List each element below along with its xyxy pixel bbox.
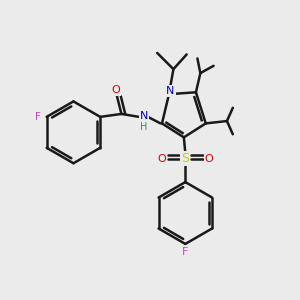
Text: N: N	[166, 86, 175, 96]
Text: F: F	[35, 112, 41, 122]
Text: O: O	[205, 154, 213, 164]
Text: O: O	[158, 154, 166, 164]
Text: H: H	[140, 122, 148, 132]
Text: O: O	[111, 85, 120, 95]
Text: S: S	[181, 152, 189, 165]
Text: N: N	[140, 111, 148, 121]
Text: F: F	[182, 247, 188, 257]
